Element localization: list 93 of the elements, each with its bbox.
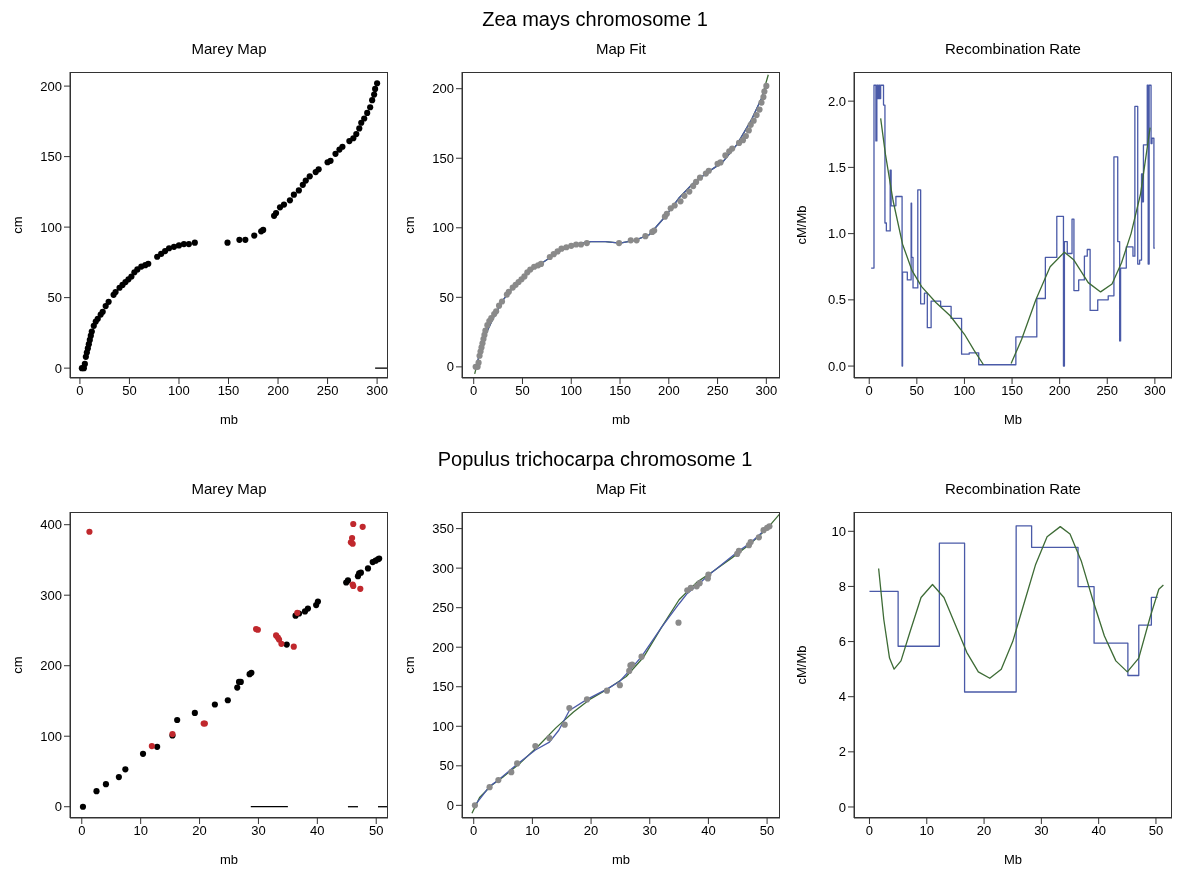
y-tick-label: 1.0: [827, 226, 846, 242]
y-tick-label: 8: [838, 579, 846, 595]
chart-title: Marey Map: [190, 480, 268, 499]
y-tick-label: 350: [432, 521, 454, 537]
y-axis-title: cm: [402, 656, 417, 674]
y-tick-label: 200: [40, 658, 62, 674]
y-tick-label: 150: [432, 679, 454, 695]
y-tick-label: 100: [40, 728, 62, 744]
x-tick-label: 50: [759, 823, 775, 839]
x-tick-label: 200: [657, 383, 680, 399]
y-tick-label: 200: [40, 78, 62, 94]
x-tick-label: 250: [1096, 383, 1119, 399]
x-tick-label: 40: [310, 823, 325, 839]
y-tick-label: 50: [439, 758, 454, 774]
y-tick-label: 200: [432, 639, 454, 655]
y-tick-label: 1.5: [827, 159, 846, 175]
x-tick-label: 30: [1034, 823, 1049, 839]
y-tick-label: 10: [831, 523, 846, 539]
y-tick-label: 150: [432, 150, 454, 166]
y-tick-label: 400: [40, 517, 62, 533]
y-tick-label: 0: [54, 799, 62, 815]
x-tick-label: 200: [1048, 383, 1071, 399]
x-tick-label: 10: [133, 823, 148, 839]
y-tick-label: 50: [439, 289, 454, 305]
x-axis-title: mb: [611, 412, 631, 427]
x-tick-label: 0: [470, 823, 478, 839]
x-tick-label: 100: [168, 383, 190, 399]
x-tick-label: 20: [583, 823, 599, 839]
x-axis-title: mb: [219, 412, 239, 427]
x-tick-label: 30: [251, 823, 266, 839]
x-tick-label: 150: [1001, 383, 1023, 399]
y-tick-label: 200: [432, 81, 454, 97]
y-tick-label: 0: [446, 359, 454, 375]
x-axis-title: mb: [219, 852, 239, 867]
chart-title: Marey Map: [190, 40, 268, 59]
x-tick-label: 10: [919, 823, 934, 839]
y-tick-label: 0: [54, 360, 62, 376]
y-tick-label: 100: [40, 219, 62, 235]
y-axis-title: cm: [10, 216, 25, 234]
text: Zea mays chromosome 1: [482, 8, 708, 30]
x-tick-label: 50: [122, 383, 137, 399]
chart-title: Recombination Rate: [944, 40, 1082, 59]
chart-title: Map Fit: [595, 40, 647, 59]
y-tick-label: 4: [838, 689, 846, 705]
y-tick-label: 0: [446, 797, 454, 813]
x-tick-label: 300: [366, 383, 388, 399]
x-tick-label: 50: [368, 823, 384, 839]
x-tick-label: 300: [755, 383, 778, 399]
x-tick-label: 30: [642, 823, 657, 839]
x-axis-title: Mb: [1003, 412, 1023, 427]
x-tick-label: 150: [609, 383, 631, 399]
y-axis-title: cm: [402, 216, 417, 234]
y-tick-label: 50: [47, 290, 62, 306]
y-axis-title: cm: [10, 656, 25, 674]
x-tick-label: 10: [525, 823, 540, 839]
y-tick-label: 6: [838, 634, 846, 650]
x-tick-label: 20: [976, 823, 992, 839]
y-axis-title: cM/Mb: [794, 205, 809, 245]
y-tick-label: 300: [432, 560, 454, 576]
x-tick-label: 250: [316, 383, 339, 399]
y-tick-label: 0.5: [827, 292, 846, 308]
chart-title: Recombination Rate: [944, 480, 1082, 499]
y-tick-label: 100: [432, 718, 454, 734]
x-tick-label: 100: [953, 383, 976, 399]
x-tick-label: 200: [267, 383, 289, 399]
chart-title: Map Fit: [595, 480, 647, 499]
x-tick-label: 100: [560, 383, 583, 399]
y-tick-label: 150: [40, 149, 62, 165]
y-tick-label: 0: [838, 799, 846, 815]
y-tick-label: 0.0: [827, 358, 846, 374]
x-tick-label: 40: [1091, 823, 1106, 839]
x-tick-label: 250: [706, 383, 729, 399]
x-tick-label: 50: [909, 383, 925, 399]
y-tick-label: 300: [40, 587, 62, 603]
y-axis-title: cM/Mb: [794, 645, 809, 685]
y-tick-label: 2.0: [827, 93, 846, 109]
x-tick-label: 0: [865, 383, 873, 399]
x-axis-title: Mb: [1003, 852, 1023, 867]
x-tick-label: 0: [865, 823, 874, 839]
y-tick-label: 250: [432, 600, 454, 616]
x-tick-label: 0: [76, 383, 84, 399]
text: Populus trichocarpa chromosome 1: [437, 448, 753, 470]
y-tick-label: 100: [432, 220, 454, 236]
x-tick-label: 150: [217, 383, 240, 399]
y-tick-label: 2: [838, 744, 846, 760]
x-tick-label: 20: [192, 823, 207, 839]
x-tick-label: 0: [470, 383, 478, 399]
x-tick-label: 50: [1148, 823, 1164, 839]
x-tick-label: 0: [78, 823, 86, 839]
x-tick-label: 300: [1144, 383, 1166, 399]
x-tick-label: 50: [515, 383, 530, 399]
x-tick-label: 40: [701, 823, 716, 839]
x-axis-title: mb: [611, 852, 631, 867]
